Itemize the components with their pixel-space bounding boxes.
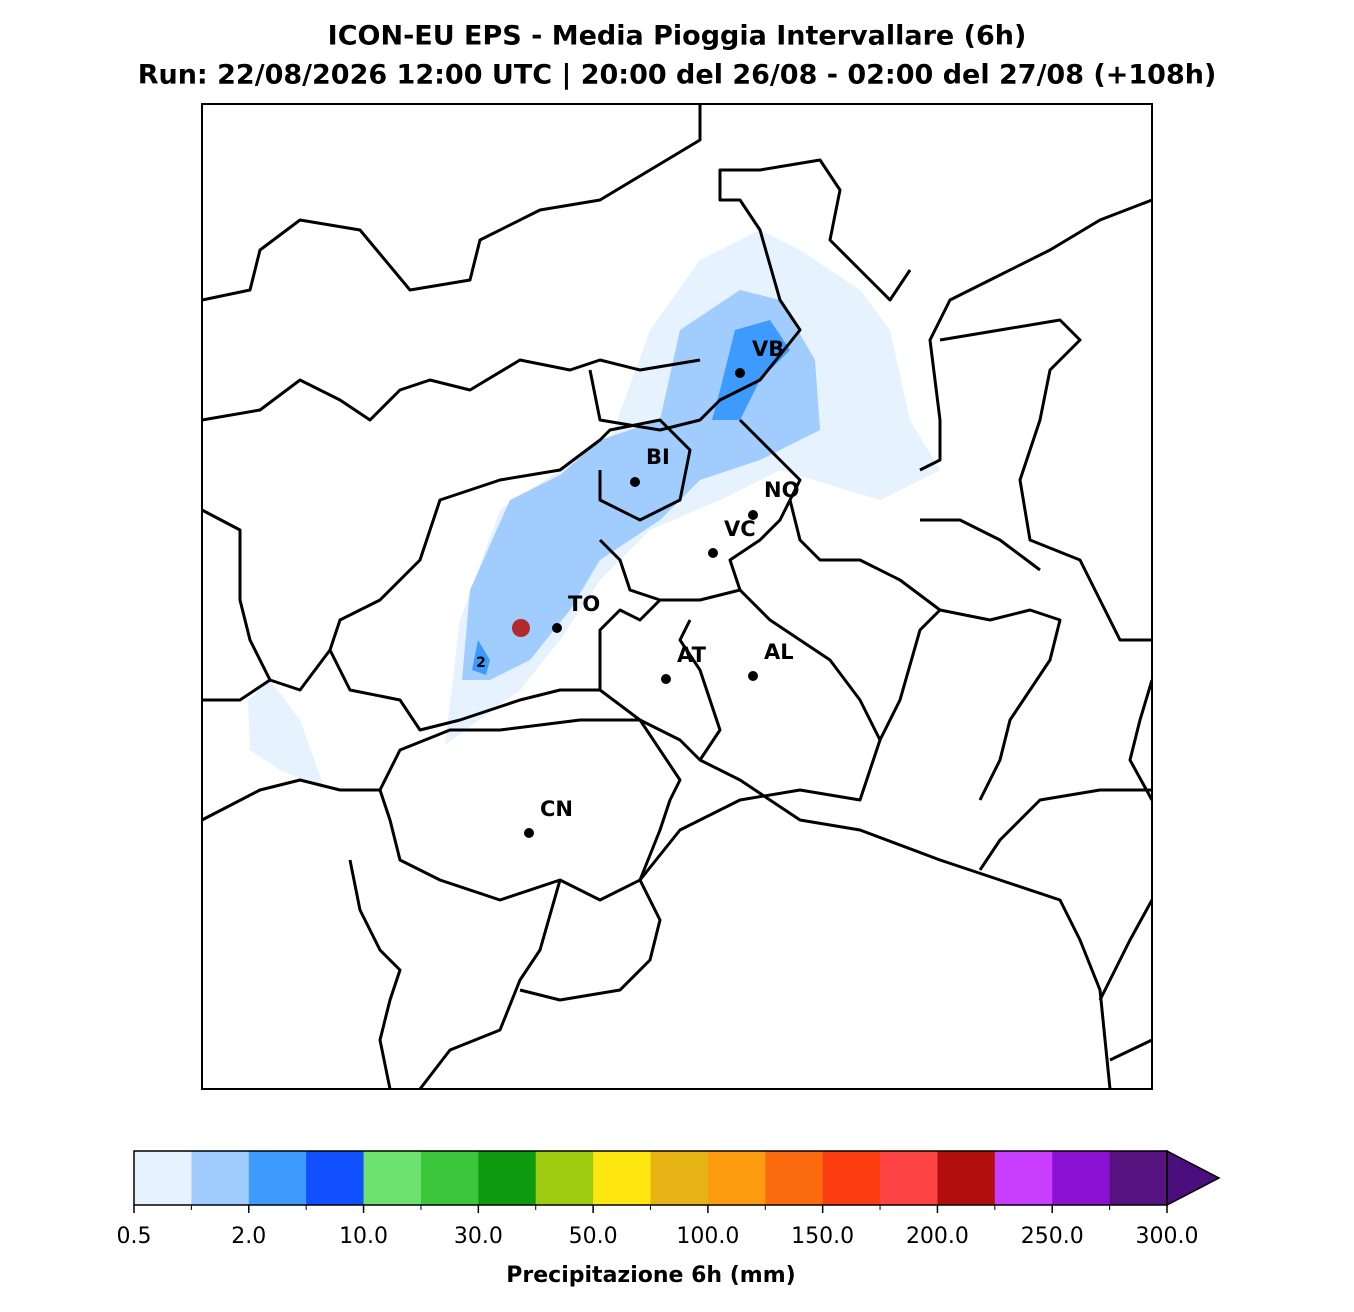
city-dot bbox=[630, 477, 640, 487]
colorbar-label: Precipitazione 6h (mm) bbox=[506, 1263, 795, 1288]
city-dot bbox=[735, 368, 745, 378]
city-label: AT bbox=[677, 643, 707, 667]
colorbar-cell bbox=[937, 1151, 996, 1205]
map: 2 VB BI NO VC TO AT AL CN bbox=[201, 103, 1153, 1090]
tick-label: 100.0 bbox=[676, 1224, 739, 1249]
colorbar-cell bbox=[707, 1151, 766, 1205]
colorbar-cell bbox=[765, 1151, 824, 1205]
colorbar-cell bbox=[363, 1151, 422, 1205]
colorbar-cell bbox=[650, 1151, 709, 1205]
colorbar-cell bbox=[1052, 1151, 1111, 1205]
cities: VB BI NO VC TO AT AL CN bbox=[524, 337, 799, 838]
colorbar-cell bbox=[306, 1151, 365, 1205]
tick-label: 2.0 bbox=[231, 1224, 266, 1249]
city-dot bbox=[708, 548, 718, 558]
precip-area bbox=[472, 640, 490, 675]
colorbar-cell bbox=[593, 1151, 651, 1205]
colorbar-cell bbox=[880, 1151, 938, 1205]
city-dot bbox=[661, 674, 671, 684]
colorbar-cell bbox=[1109, 1151, 1168, 1205]
city-dot bbox=[552, 623, 562, 633]
colorbar-cell bbox=[134, 1151, 192, 1205]
city-label: VC bbox=[724, 517, 756, 541]
colorbar-cell bbox=[191, 1151, 250, 1205]
tick-label: 250.0 bbox=[1021, 1224, 1084, 1249]
subtitle: Run: 22/08/2026 12:00 UTC | 20:00 del 26… bbox=[138, 60, 1217, 91]
contour-label: 2 bbox=[476, 655, 486, 671]
city-label: VB bbox=[752, 337, 784, 361]
colorbar-extend bbox=[1166, 1149, 1221, 1207]
location-marker bbox=[512, 619, 530, 637]
city-dot bbox=[524, 828, 534, 838]
city-label: TO bbox=[568, 592, 600, 616]
city-label: NO bbox=[764, 478, 799, 502]
city-label: BI bbox=[646, 445, 670, 469]
tick-label: 50.0 bbox=[569, 1224, 618, 1249]
colorbar-cell bbox=[248, 1151, 307, 1205]
tick-label: 150.0 bbox=[791, 1224, 854, 1249]
title: ICON-EU EPS - Media Pioggia Intervallare… bbox=[328, 21, 1027, 52]
precip-area bbox=[248, 680, 325, 790]
tick-label: 300.0 bbox=[1136, 1224, 1199, 1249]
map-frame bbox=[201, 103, 1153, 1090]
colorbar: 0.5 2.0 10.0 30.0 50.0 100.0 150.0 200.0 250.0 30… bbox=[117, 1149, 1221, 1249]
tick-label: 200.0 bbox=[906, 1224, 969, 1249]
city-dot bbox=[748, 671, 758, 681]
colorbar-cell bbox=[822, 1151, 881, 1205]
colorbar-cell bbox=[420, 1151, 479, 1205]
city-label: CN bbox=[540, 797, 573, 821]
city-label: AL bbox=[764, 640, 794, 664]
tick-label: 0.5 bbox=[117, 1224, 152, 1249]
colorbar-cell bbox=[535, 1151, 594, 1205]
tick-label: 30.0 bbox=[454, 1224, 503, 1249]
city-dot bbox=[748, 510, 758, 520]
colorbar-cell bbox=[478, 1151, 537, 1205]
tick-label: 10.0 bbox=[339, 1224, 388, 1249]
colorbar-cell bbox=[994, 1151, 1053, 1205]
